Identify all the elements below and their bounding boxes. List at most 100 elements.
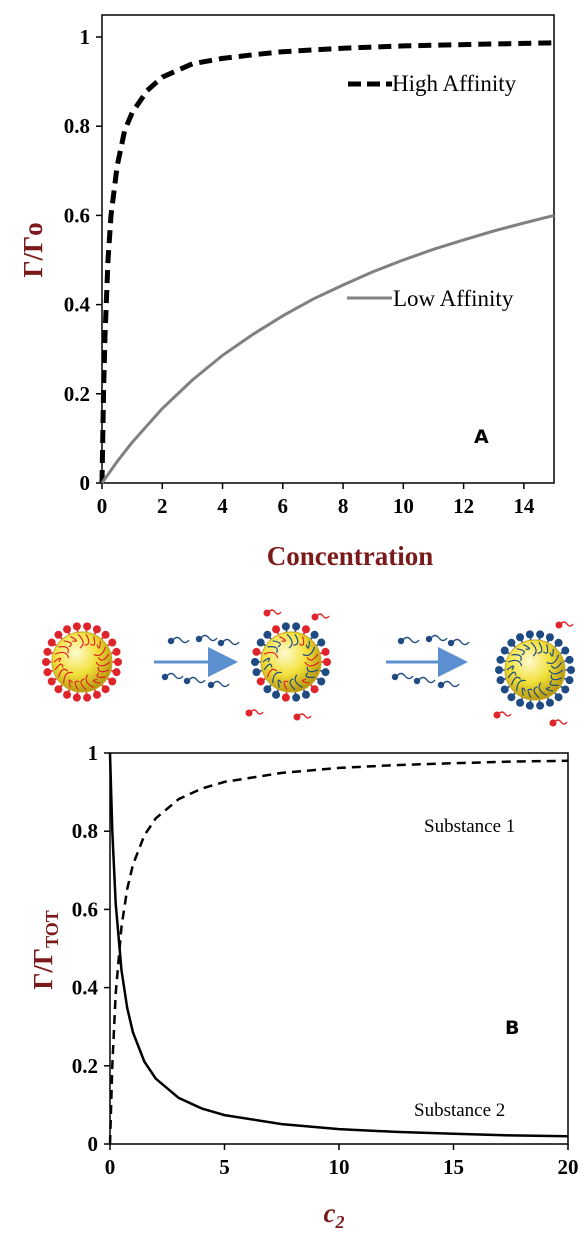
ligand-head [301, 625, 310, 634]
ligand-chain [506, 665, 515, 671]
chart-b-x-tick-label: 10 [329, 1155, 350, 1179]
released-ligand [298, 713, 312, 719]
free-ligand [442, 680, 460, 688]
ligand-chain [93, 646, 107, 657]
free-ligand-head [195, 635, 203, 643]
released-ligand-head [549, 719, 557, 727]
ligand-chain [550, 674, 563, 681]
ligand-chain [545, 686, 554, 692]
chart-b-y-tick-label: 0.8 [72, 819, 98, 843]
ligand-chain [266, 668, 278, 678]
released-ligand [498, 711, 512, 717]
ligand-chain [63, 640, 73, 648]
ligand-chain [77, 633, 84, 649]
ligand-chain [516, 648, 526, 656]
chart-b-y-ticks: 0 0.2 0.4 0.6 0.8 1 [72, 741, 110, 1156]
ligand-head [47, 677, 56, 686]
ligand-chain [70, 635, 78, 642]
chart-b-x-ticks: 0 5 10 15 20 [105, 1144, 579, 1179]
ligand-head [536, 630, 545, 639]
ligand-chain [272, 671, 282, 684]
ligand-head [54, 630, 63, 639]
ligand-chain [511, 654, 522, 662]
ligand-head [72, 693, 81, 702]
nanoparticle-mixed-ligands [245, 609, 331, 721]
free-ligand [166, 672, 184, 680]
ligand-chain [54, 651, 70, 659]
ligand-chain [294, 674, 303, 689]
ligand-chain [537, 641, 543, 654]
ligand-chain [74, 680, 80, 691]
ligand-head [507, 638, 516, 647]
chart-a-x-tick-label: 8 [338, 494, 349, 518]
ligand-chain [306, 653, 319, 661]
ligand-chain [301, 678, 310, 684]
exchange-schematic [42, 609, 575, 727]
ligand-head [43, 647, 52, 656]
ligand-chain [546, 654, 560, 665]
free-ligand-head [391, 673, 399, 681]
ligand-head [317, 677, 326, 686]
ligand-head [63, 690, 72, 699]
ligand-chain [283, 680, 289, 691]
particle-core [51, 631, 113, 693]
released-ligand-head [293, 713, 301, 721]
chart-a-x-tick-label: 0 [97, 494, 108, 518]
released-ligand-head [263, 609, 271, 617]
ligand-head [83, 622, 92, 631]
ligand-chain [80, 678, 87, 691]
released-ligand-head [555, 621, 563, 629]
chart-a-legend: High Affinity Low Affinity [347, 71, 517, 311]
chart-a-y-tick-label: 0 [80, 471, 91, 495]
chart-b-plot-frame [109, 752, 569, 1145]
chart-a-x-tick-label: 12 [453, 494, 474, 518]
free-ligand-head [207, 681, 215, 689]
ligand-head [292, 622, 301, 631]
chart-b-y-tick-label: 0.6 [72, 897, 98, 921]
ligand-chain [57, 668, 69, 678]
ligand-head [281, 622, 290, 631]
ligand-head [92, 690, 101, 699]
ligand-head [565, 655, 574, 664]
free-ligand [212, 680, 230, 688]
released-ligand [316, 613, 330, 619]
ligand-chain [277, 679, 282, 688]
chart-b-y-tick-label: 0.2 [72, 1054, 98, 1078]
chart-a-y-ticks: 0 0.2 0.4 0.6 0.8 1 [64, 25, 102, 495]
nanoparticle-blue-ligands [493, 621, 575, 727]
ligand-head [54, 685, 63, 694]
free-ligand [430, 634, 448, 642]
free-ligand-head [397, 637, 405, 645]
ligand-chain [63, 671, 73, 684]
chart-b-y-axis-label: Γ/ΓTOT [28, 910, 62, 990]
ligand-head [63, 625, 72, 634]
chart-b-y-tick-label: 1 [88, 741, 99, 765]
ligand-head [545, 698, 554, 707]
incoming-molecules-1 [161, 634, 240, 689]
panel-label-a: A [474, 426, 489, 448]
free-ligand [172, 636, 190, 644]
free-ligand [418, 676, 436, 684]
free-ligand [200, 634, 218, 642]
chart-a-y-axis-label: Γ/Γo [18, 222, 48, 277]
ligand-head [496, 655, 505, 664]
ligand-chain [533, 686, 540, 699]
ligand-head [47, 638, 56, 647]
free-ligand-head [183, 677, 191, 685]
ligand-chain [304, 661, 320, 667]
ligand-head [112, 647, 121, 656]
chart-a-x-tick-label: 10 [393, 494, 414, 518]
chart-b-x-tick-label: 0 [105, 1155, 116, 1179]
label-substance-1: Substance 1 [424, 816, 515, 837]
series-low-affinity [100, 213, 555, 484]
ligand-head [500, 685, 509, 694]
ligand-head [92, 625, 101, 634]
chart-a-x-tick-label: 14 [513, 494, 535, 518]
ligand-head [256, 677, 265, 686]
released-ligand-head [493, 711, 501, 719]
series-substance-2 [108, 752, 569, 1138]
ligand-head [83, 693, 92, 702]
ligand-head [301, 690, 310, 699]
ligand-chain [262, 657, 271, 663]
